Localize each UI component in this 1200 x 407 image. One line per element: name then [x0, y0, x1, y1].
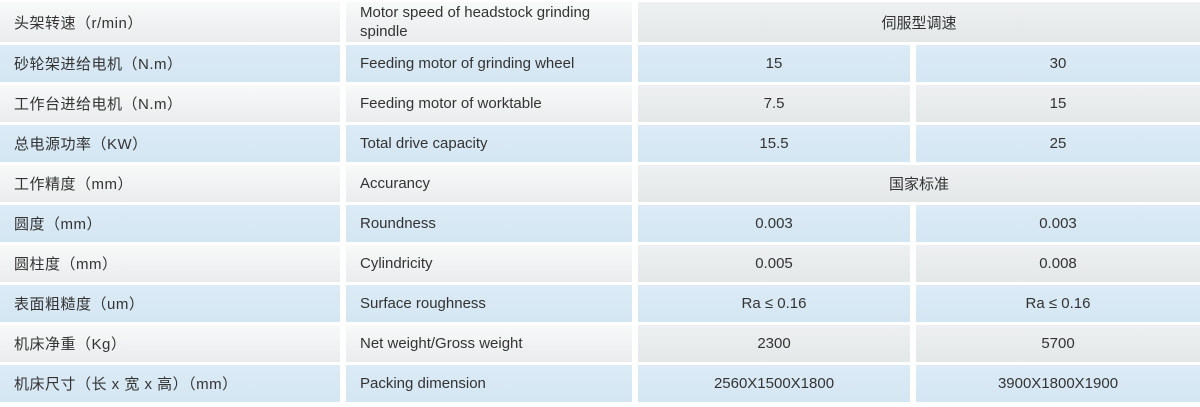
- spec-value-merged: 伺服型调速: [638, 2, 1200, 42]
- spec-label-cn: 圆柱度（mm）: [0, 245, 340, 282]
- spec-label-en: Feeding motor of grinding wheel: [346, 45, 632, 82]
- spec-label-en: Cylindricity: [346, 245, 632, 282]
- spec-label-cn: 工作精度（mm）: [0, 165, 340, 202]
- spec-value: Ra ≤ 0.16: [638, 285, 910, 322]
- spec-value: 0.003: [638, 205, 910, 242]
- spec-label-en: Net weight/Gross weight: [346, 325, 632, 362]
- spec-value: 15.5: [638, 125, 910, 162]
- spec-value: Ra ≤ 0.16: [916, 285, 1200, 322]
- spec-value: 7.5: [638, 85, 910, 122]
- spec-value: 0.008: [916, 245, 1200, 282]
- spec-value: 2300: [638, 325, 910, 362]
- spec-value: 15: [638, 45, 910, 82]
- spec-label-en: Motor speed of headstock grinding spindl…: [346, 2, 632, 42]
- spec-label-cn: 工作台进给电机（N.m）: [0, 85, 340, 122]
- spec-value: 3900X1800X1900: [916, 365, 1200, 402]
- spec-label-en: Feeding motor of worktable: [346, 85, 632, 122]
- spec-value: 0.005: [638, 245, 910, 282]
- spec-value: 0.003: [916, 205, 1200, 242]
- spec-label-en: Packing dimension: [346, 365, 632, 402]
- spec-value: 5700: [916, 325, 1200, 362]
- spec-label-en: Total drive capacity: [346, 125, 632, 162]
- spec-value: 30: [916, 45, 1200, 82]
- spec-value: 25: [916, 125, 1200, 162]
- spec-label-cn: 砂轮架进给电机（N.m）: [0, 45, 340, 82]
- spec-value: 15: [916, 85, 1200, 122]
- spec-label-cn: 机床净重（Kg）: [0, 325, 340, 362]
- spec-label-cn: 总电源功率（KW）: [0, 125, 340, 162]
- spec-value-merged: 国家标准: [638, 165, 1200, 202]
- spec-value: 2560X1500X1800: [638, 365, 910, 402]
- spec-label-en: Roundness: [346, 205, 632, 242]
- spec-label-en: Accurancy: [346, 165, 632, 202]
- spec-label-cn: 圆度（mm）: [0, 205, 340, 242]
- spec-label-cn: 表面粗糙度（um）: [0, 285, 340, 322]
- spec-label-cn: 机床尺寸（长 x 宽 x 高）（mm）: [0, 365, 340, 402]
- spec-label-cn: 头架转速（r/min）: [0, 2, 340, 42]
- spec-label-en: Surface roughness: [346, 285, 632, 322]
